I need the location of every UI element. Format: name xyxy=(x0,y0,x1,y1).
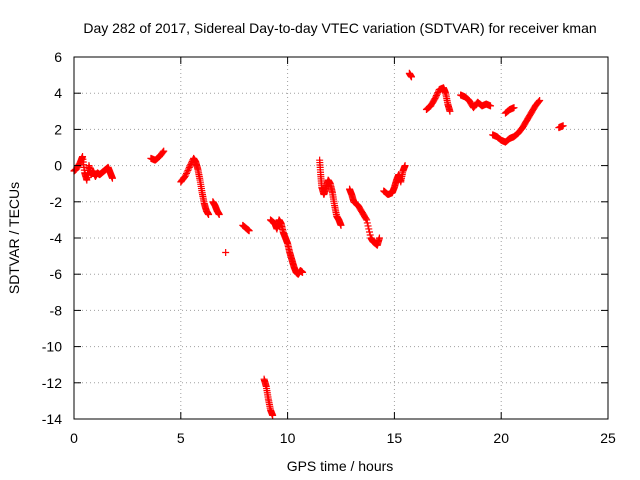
data-point-marker xyxy=(487,102,495,110)
data-point-marker xyxy=(363,219,371,227)
data-point-marker xyxy=(536,96,544,104)
x-tick-label: 15 xyxy=(387,430,403,446)
data-point-marker xyxy=(407,73,415,81)
data-point-marker xyxy=(365,228,373,236)
y-tick-label: -14 xyxy=(42,411,62,427)
data-point-marker xyxy=(431,95,439,103)
axis-ticks: 0 5 10 15 20 25 -14 -12 -10 -8 -6 -4 -2 0 2 4 6 xyxy=(42,49,616,446)
data-point-marker xyxy=(160,147,168,155)
y-tick-label: 2 xyxy=(54,121,62,137)
data-point-marker xyxy=(184,166,192,174)
data-point-marker xyxy=(108,174,116,182)
data-point-marker xyxy=(535,97,543,105)
data-points xyxy=(70,69,567,419)
data-point-marker xyxy=(365,225,373,233)
data-point-marker xyxy=(363,216,371,224)
y-tick-label: 0 xyxy=(54,158,62,174)
x-tick-label: 20 xyxy=(493,430,509,446)
y-tick-label: -2 xyxy=(50,194,63,210)
data-point-marker xyxy=(159,148,167,156)
x-axis-label: GPS time / hours xyxy=(287,458,394,474)
data-point-marker xyxy=(432,92,440,100)
y-tick-label: -10 xyxy=(42,339,62,355)
y-tick-label: -8 xyxy=(50,302,63,318)
data-point-marker xyxy=(185,165,193,173)
data-point-marker xyxy=(205,210,213,218)
x-tick-label: 10 xyxy=(280,430,296,446)
data-point-marker xyxy=(375,234,383,242)
data-point-marker xyxy=(432,93,440,101)
data-point-marker xyxy=(510,104,518,112)
x-tick-label: 0 xyxy=(70,430,78,446)
y-tick-label: -4 xyxy=(50,230,63,246)
y-axis-label: SDTVAR / TECUs xyxy=(6,182,22,294)
data-point-marker xyxy=(446,107,454,115)
data-point-marker xyxy=(401,162,409,170)
data-point-marker xyxy=(362,215,370,223)
x-tick-label: 5 xyxy=(177,430,185,446)
data-point-marker xyxy=(183,168,191,176)
chart-title: Day 282 of 2017, Sidereal Day-to-day VTE… xyxy=(83,20,596,36)
data-point-marker xyxy=(366,231,374,239)
y-tick-label: -6 xyxy=(50,266,63,282)
y-tick-label: 4 xyxy=(54,85,62,101)
data-point-marker xyxy=(222,248,230,256)
data-point-marker xyxy=(433,90,441,98)
data-point-marker xyxy=(215,210,223,218)
data-point-marker xyxy=(185,163,193,171)
data-point-marker xyxy=(337,221,345,229)
x-tick-label: 25 xyxy=(600,430,616,446)
data-point-marker xyxy=(182,169,190,177)
data-point-marker xyxy=(364,222,372,230)
y-tick-label: 6 xyxy=(54,49,62,65)
data-point-marker xyxy=(181,172,189,180)
data-point-marker xyxy=(559,122,567,130)
y-tick-label: -12 xyxy=(42,375,62,391)
data-point-marker xyxy=(182,171,190,179)
data-point-marker xyxy=(269,411,277,419)
data-point-marker xyxy=(186,162,194,170)
data-point-marker xyxy=(299,268,307,276)
data-point-marker xyxy=(245,227,253,235)
